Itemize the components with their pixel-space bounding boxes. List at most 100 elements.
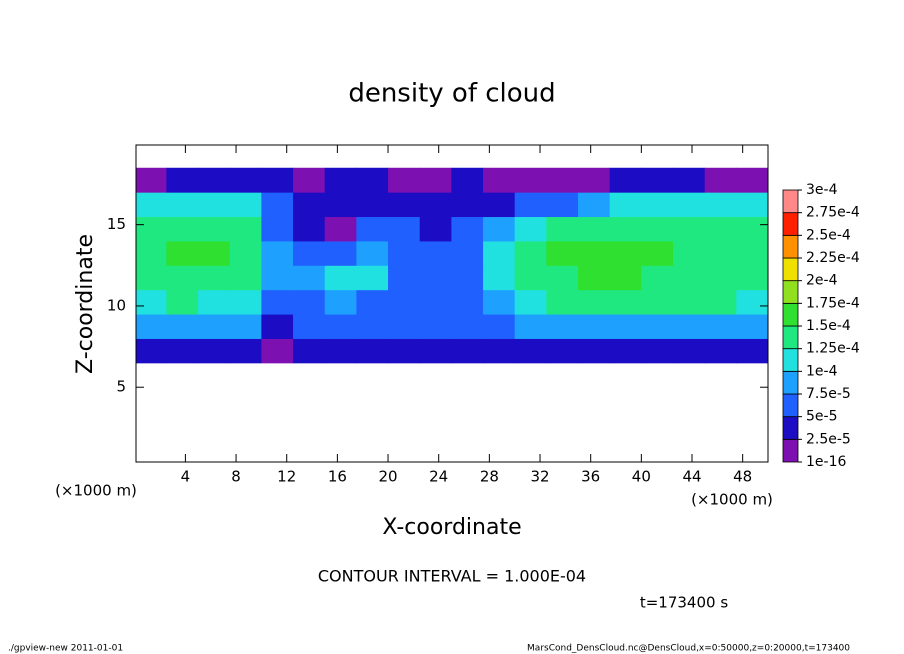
colorbar-label: 2.25e-4 <box>806 250 860 266</box>
colorbar-box <box>782 348 799 372</box>
heat-cell <box>388 289 421 315</box>
plot-frame <box>135 144 769 463</box>
heat-cell <box>356 265 389 291</box>
heat-cell <box>578 314 611 339</box>
heat-cell <box>324 289 357 315</box>
heat-cell <box>609 192 642 218</box>
x-tick-label: 12 <box>277 468 296 486</box>
heat-cell <box>356 289 389 315</box>
heat-cell <box>166 192 199 218</box>
heat-cell <box>293 314 326 339</box>
heat-cell <box>514 192 547 218</box>
heat-cell <box>546 265 579 291</box>
heat-cell <box>673 314 706 339</box>
colorbar-box <box>782 234 799 259</box>
heat-cell <box>514 338 547 364</box>
heat-cell <box>419 167 452 193</box>
heat-cell <box>356 338 389 364</box>
heat-cell <box>198 216 231 242</box>
heat-cell <box>293 289 326 315</box>
heat-cell <box>198 265 231 291</box>
heat-cell <box>514 240 547 266</box>
heat-cell <box>324 314 357 339</box>
heat-cell <box>261 167 294 193</box>
heat-cell <box>261 192 294 218</box>
heat-cell <box>419 216 452 242</box>
heat-cell <box>198 338 231 364</box>
x-unit: (×1000 m) <box>691 491 773 509</box>
heat-cell <box>388 192 421 218</box>
heat-cell <box>166 167 199 193</box>
heat-cell <box>641 192 674 218</box>
time-label: t=173400 s <box>640 594 728 612</box>
heat-cell <box>451 314 484 339</box>
heat-cell <box>356 314 389 339</box>
colorbar-label: 2.5e-5 <box>806 431 851 447</box>
heat-cell <box>261 314 294 339</box>
heat-cell <box>483 289 516 315</box>
heat-cell <box>229 265 262 291</box>
heat-cell <box>419 314 452 339</box>
colorbar-box <box>782 370 799 395</box>
x-tick-label: 16 <box>328 468 347 486</box>
heat-cell <box>609 338 642 364</box>
heat-cell <box>736 192 769 218</box>
heat-cell <box>324 192 357 218</box>
heat-cell <box>198 240 231 266</box>
chart-title: density of cloud <box>348 79 555 109</box>
heat-cell <box>704 167 737 193</box>
heat-cell <box>546 314 579 339</box>
heat-cell <box>136 216 167 242</box>
colorbar-label: 1e-4 <box>806 363 838 379</box>
heat-cell <box>419 192 452 218</box>
heat-cell <box>356 192 389 218</box>
heat-cell <box>514 216 547 242</box>
x-tick-label: 24 <box>429 468 448 486</box>
heat-cell <box>609 314 642 339</box>
footer-right: MarsCond_DensCloud.nc@DensCloud,x=0:5000… <box>527 644 850 654</box>
heat-cell <box>546 167 579 193</box>
heat-cell <box>673 265 706 291</box>
heat-cell <box>419 338 452 364</box>
heat-cell <box>673 192 706 218</box>
contour-note: CONTOUR INTERVAL = 1.000E-04 <box>318 567 586 586</box>
heat-cell <box>136 265 167 291</box>
x-tick-label: 28 <box>480 468 499 486</box>
heat-cell <box>229 192 262 218</box>
heat-cell <box>166 289 199 315</box>
heat-cell <box>514 289 547 315</box>
colorbar-label: 1.25e-4 <box>806 341 860 357</box>
heat-cell <box>166 314 199 339</box>
heat-cell <box>736 338 769 364</box>
heat-cell <box>198 192 231 218</box>
heat-cell <box>293 338 326 364</box>
x-tick-label: 48 <box>733 468 752 486</box>
x-tick-label: 36 <box>581 468 600 486</box>
heat-cell <box>229 240 262 266</box>
heat-cell <box>261 338 294 364</box>
x-tick-label: 4 <box>181 468 191 486</box>
heat-cell <box>293 216 326 242</box>
colorbar-label: 3e-4 <box>806 182 838 198</box>
heat-cell <box>704 192 737 218</box>
heat-cell <box>451 265 484 291</box>
y-tick-label: 15 <box>107 215 126 233</box>
heat-cell <box>578 338 611 364</box>
heat-cell <box>673 289 706 315</box>
heat-cell <box>229 338 262 364</box>
x-tick-label: 8 <box>231 468 241 486</box>
y-tick-label: 5 <box>116 378 126 396</box>
heat-cell <box>578 216 611 242</box>
x-axis-label: X-coordinate <box>382 515 521 540</box>
heat-cell <box>136 192 167 218</box>
colorbar-box <box>782 302 799 327</box>
heat-cell <box>673 167 706 193</box>
heat-cell <box>736 167 769 193</box>
heat-cell <box>324 265 357 291</box>
colorbar-label: 2.75e-4 <box>806 205 860 221</box>
heat-cell <box>641 167 674 193</box>
colorbar-box <box>782 189 799 214</box>
heat-cell <box>736 314 769 339</box>
heat-cell <box>641 289 674 315</box>
heat-cell <box>388 265 421 291</box>
